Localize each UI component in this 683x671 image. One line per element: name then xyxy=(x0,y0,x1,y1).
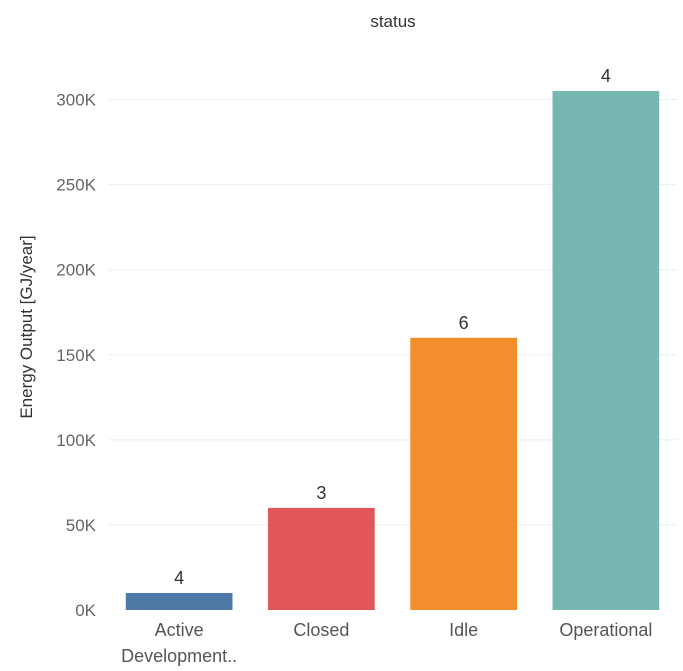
y-tick-label: 50K xyxy=(66,516,97,535)
x-tick-label: Operational xyxy=(559,620,652,640)
data-labels: 4 3 6 4 xyxy=(174,66,611,588)
y-tick-label: 300K xyxy=(56,91,96,110)
chart-title: status xyxy=(370,12,415,31)
bar xyxy=(410,337,517,610)
data-label: 4 xyxy=(601,66,611,86)
x-axis-ticks: Active Development.. Closed Idle Operational xyxy=(121,620,652,666)
data-label: 4 xyxy=(174,568,184,588)
data-label: 6 xyxy=(459,313,469,333)
y-axis-ticks: 0K 50K 100K 150K 200K 250K 300K xyxy=(56,91,96,620)
data-label: 3 xyxy=(316,483,326,503)
x-tick-label: Active xyxy=(155,620,204,640)
x-tick-label: Closed xyxy=(293,620,349,640)
y-tick-label: 200K xyxy=(56,261,96,280)
x-tick-label: Idle xyxy=(449,620,478,640)
y-tick-label: 250K xyxy=(56,176,96,195)
y-tick-label: 0K xyxy=(75,601,96,620)
bar xyxy=(125,592,233,610)
bar xyxy=(552,91,660,610)
bars xyxy=(125,91,660,610)
y-tick-label: 100K xyxy=(56,431,96,450)
x-tick-label: Development.. xyxy=(121,646,237,666)
bar xyxy=(268,507,375,610)
y-tick-label: 150K xyxy=(56,346,96,365)
y-axis-title: Energy Output [GJ/year] xyxy=(17,235,36,418)
